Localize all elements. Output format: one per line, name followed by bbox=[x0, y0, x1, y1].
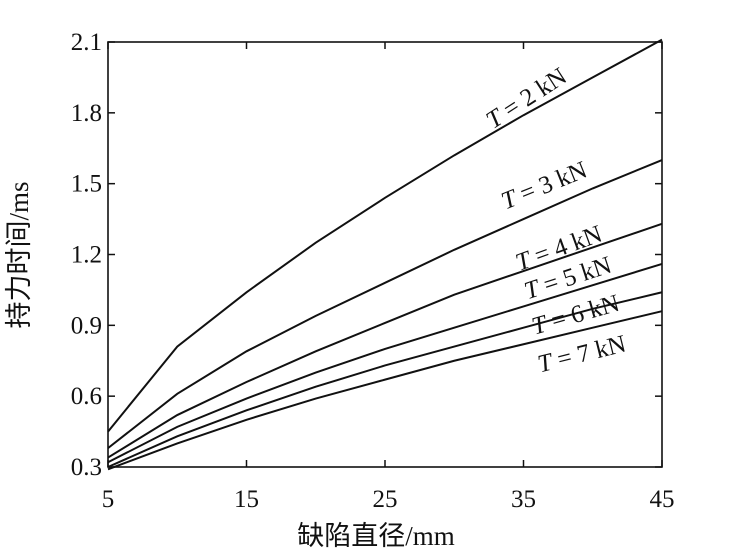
y-tick-label: 0.3 bbox=[71, 454, 102, 481]
x-tick-label: 35 bbox=[511, 486, 536, 513]
curve-label-value: = 7 kN bbox=[549, 330, 629, 375]
curve-labels-group: T = 2 kNT = 3 kNT = 4 kNT = 5 kNT = 6 kN… bbox=[482, 63, 629, 379]
series-line-6 bbox=[107, 310, 663, 471]
x-axis-title: 缺陷直径/mm bbox=[297, 521, 455, 551]
y-tick-label: 1.8 bbox=[71, 100, 102, 127]
x-tick-label: 25 bbox=[373, 486, 398, 513]
y-tick-label: 0.6 bbox=[71, 383, 102, 410]
series-line-3 bbox=[107, 222, 663, 459]
y-tick-label: 1.2 bbox=[71, 242, 102, 269]
y-tick-label: 0.9 bbox=[71, 312, 102, 339]
series-line-4 bbox=[107, 262, 663, 464]
y-tick-label: 2.1 bbox=[71, 29, 102, 56]
x-tick-label: 15 bbox=[234, 486, 259, 513]
series-line-2 bbox=[107, 159, 663, 449]
curves-group bbox=[107, 38, 663, 471]
series-line-1 bbox=[107, 38, 663, 433]
y-axis-title: 持力时间/ms bbox=[4, 181, 34, 328]
series-line-5 bbox=[107, 291, 663, 468]
y-tick-label: 1.5 bbox=[71, 171, 102, 198]
curve-label-2: T = 3 kN bbox=[498, 157, 591, 216]
x-tick-label: 45 bbox=[650, 486, 675, 513]
x-tick-label: 5 bbox=[102, 486, 115, 513]
curve-label-value: = 3 kN bbox=[511, 157, 591, 210]
curve-label-1: T = 2 kN bbox=[482, 63, 572, 135]
ticks-group: 5 15 25 35 45 0.3 0.6 0.9 1.2 1.5 1.8 2.1 bbox=[71, 29, 675, 513]
